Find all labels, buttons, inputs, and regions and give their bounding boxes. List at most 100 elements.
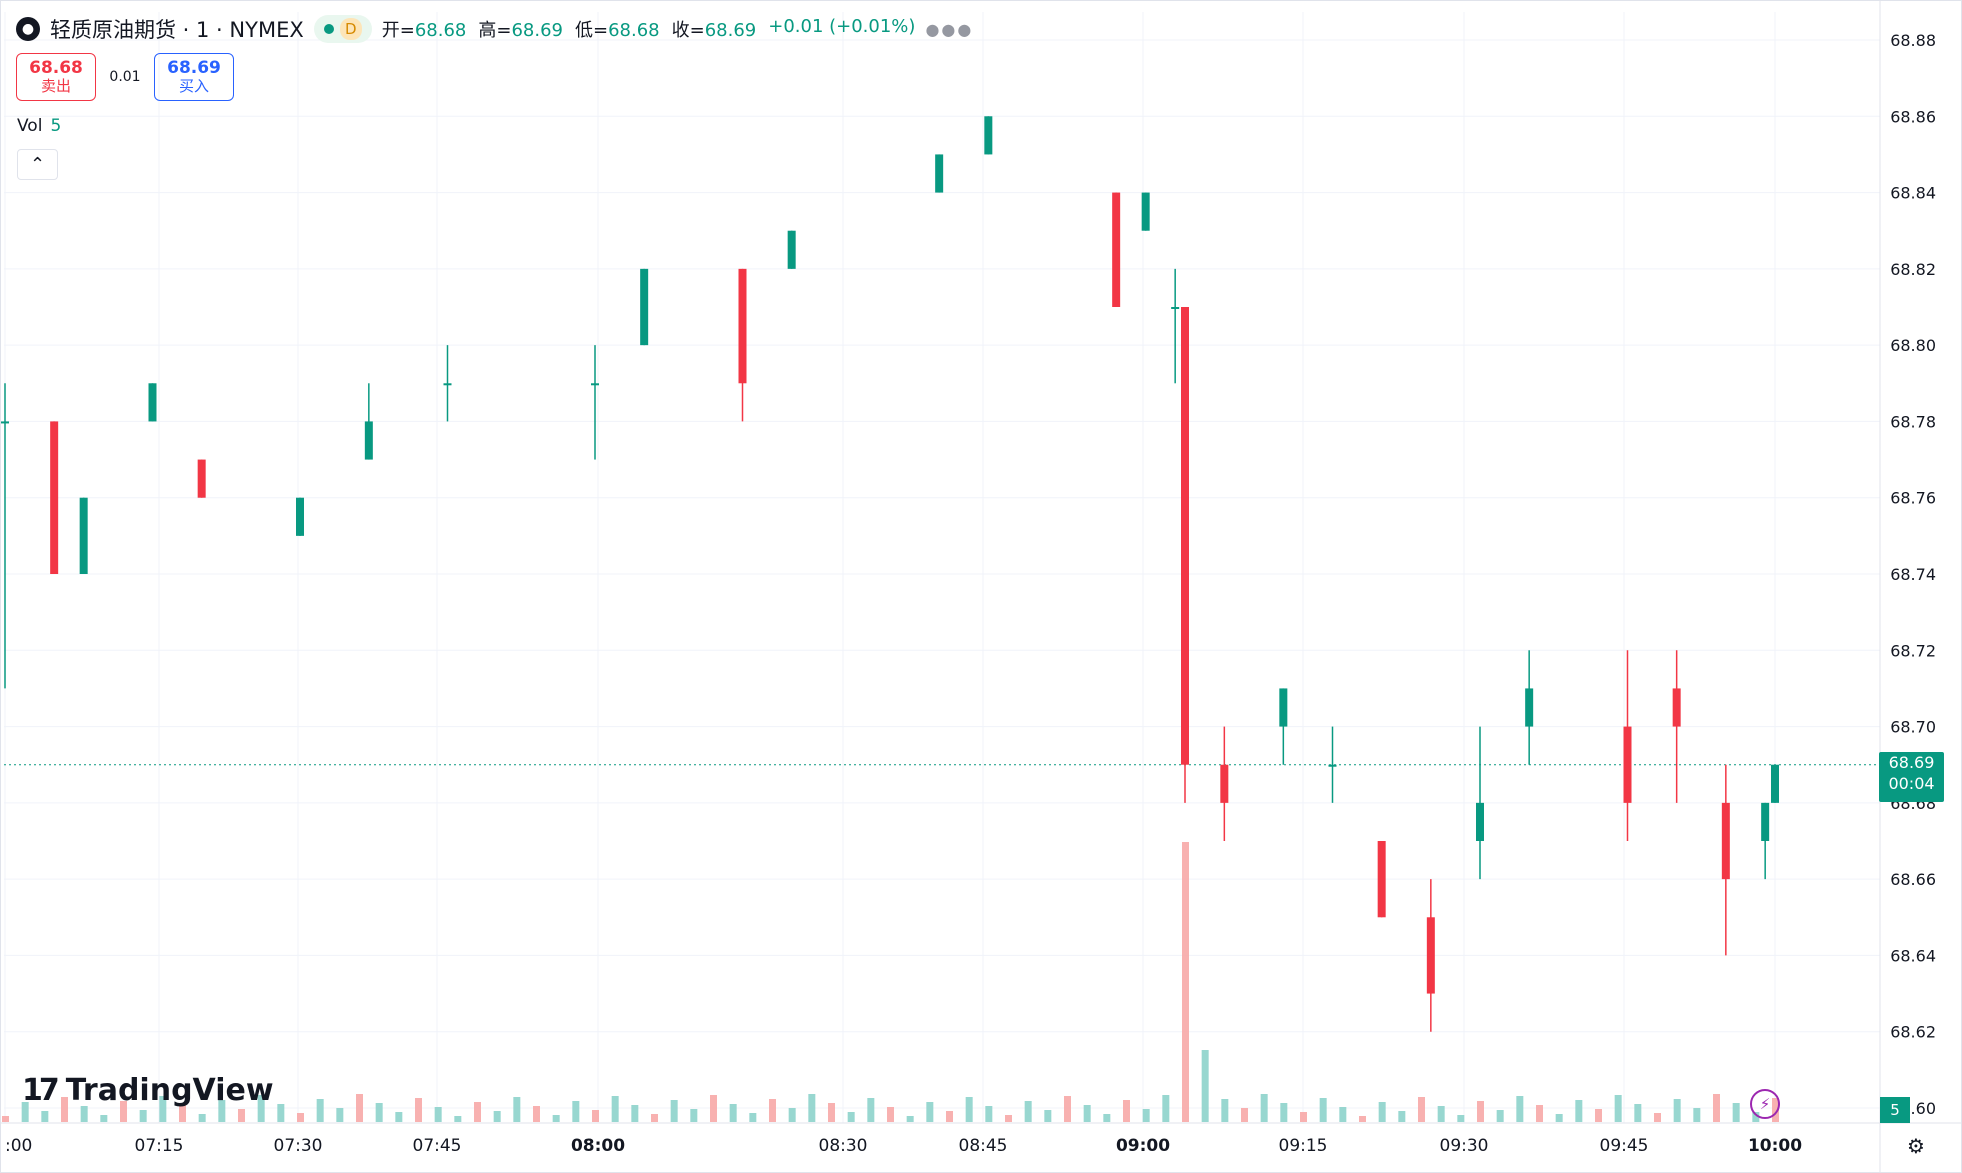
x-tick-label: 08:00	[571, 1136, 625, 1156]
volume-bar	[926, 1102, 934, 1122]
y-tick-label: 68.86	[1890, 107, 1936, 126]
volume-bar	[316, 1099, 324, 1122]
candle-body	[79, 497, 88, 574]
volume-bar	[159, 1096, 167, 1122]
volume-bar	[1300, 1112, 1307, 1122]
volume-bar	[395, 1112, 403, 1122]
volume-bar	[1654, 1113, 1661, 1122]
candle-body	[1377, 841, 1386, 918]
volume-bar	[847, 1112, 855, 1122]
spread-value: 0.01	[109, 69, 141, 85]
volume-bar	[1398, 1111, 1406, 1122]
volume-bar	[1005, 1115, 1012, 1122]
volume-bar	[257, 1095, 265, 1122]
volume-bar	[611, 1096, 619, 1122]
settings-icon[interactable]: ⚙	[1907, 1134, 1925, 1158]
candle-body	[1623, 726, 1632, 803]
volume-bar	[1418, 1097, 1425, 1122]
volume-bar	[1260, 1094, 1268, 1122]
trade-panel: 68.68 卖出 0.01 68.69 买入	[16, 53, 234, 101]
buy-button[interactable]: 68.69 买入	[154, 53, 234, 101]
volume-bar	[887, 1107, 894, 1122]
volume-bar	[1083, 1105, 1091, 1122]
volume-bar	[474, 1102, 481, 1122]
candle-body	[787, 230, 796, 269]
buy-price: 68.69	[167, 58, 221, 78]
candle-body	[1771, 764, 1779, 803]
ohlc-low-label: 低=	[574, 20, 609, 41]
volume-bar	[434, 1107, 442, 1122]
x-tick-label: 07:15	[135, 1136, 184, 1156]
volume-bar	[769, 1099, 776, 1122]
volume-bar	[356, 1094, 363, 1122]
candle-body	[984, 116, 993, 155]
y-tick-label: 68.72	[1890, 641, 1936, 660]
bar-countdown: 00:04	[1888, 774, 1935, 793]
candle-body	[1761, 802, 1770, 841]
volume-bar	[985, 1106, 993, 1122]
candle-body	[738, 268, 747, 384]
volume-bar	[1555, 1114, 1563, 1122]
volume-bar	[1064, 1096, 1071, 1122]
symbol-name[interactable]: 轻质原油期货 · 1 · NYMEX	[50, 18, 304, 42]
volume-bar	[946, 1111, 953, 1122]
volume-bar	[415, 1098, 422, 1122]
volume-label: Vol	[17, 116, 43, 136]
y-tick-label: 68.62	[1890, 1023, 1936, 1042]
volume-bar	[1575, 1100, 1583, 1122]
ohlc-close-label: 收=	[671, 20, 705, 41]
y-tick-label: 68.76	[1890, 489, 1936, 508]
volume-bar	[670, 1100, 678, 1122]
y-tick-label: 68.84	[1890, 184, 1936, 203]
volume-bar	[788, 1108, 796, 1122]
volume-bar	[1595, 1109, 1602, 1122]
volume-bar	[552, 1115, 560, 1122]
volume-bar	[710, 1095, 717, 1122]
ohlc-close-value: 68.69	[704, 20, 757, 41]
branding-text: TradingView	[65, 1073, 274, 1108]
candle-body	[296, 497, 304, 536]
y-tick-label: 68.66	[1890, 870, 1936, 889]
y-tick-label: 68.78	[1890, 412, 1936, 431]
candle-body	[443, 383, 452, 386]
tradingview-logo[interactable]: 17 TradingView	[22, 1073, 274, 1108]
volume-bar	[965, 1097, 973, 1122]
candle-body	[197, 459, 206, 498]
sell-label: 卖出	[40, 77, 71, 95]
volume-bar	[179, 1105, 186, 1122]
volume-bar	[100, 1115, 108, 1122]
lightning-icon[interactable]: ⚡	[1750, 1089, 1780, 1119]
last-price: 68.69	[1888, 753, 1935, 772]
chevron-up-icon[interactable]: ⌃	[17, 149, 58, 180]
volume-bar	[592, 1110, 599, 1122]
candle-body	[640, 268, 649, 346]
volume-bar	[1673, 1099, 1681, 1122]
chart-header: ● 轻质原油期货 · 1 · NYMEX D 开=68.68 高=68.69 低…	[16, 14, 973, 44]
candle-body	[50, 421, 59, 574]
sell-button[interactable]: 68.68 卖出	[16, 53, 96, 101]
y-tick-label: 68.82	[1890, 260, 1936, 279]
x-tick-label: 08:30	[819, 1136, 868, 1156]
candle-body	[1220, 764, 1229, 803]
volume-bar	[1103, 1114, 1111, 1122]
volume-bar	[1732, 1103, 1740, 1122]
volume-legend[interactable]: Vol 5	[17, 116, 61, 136]
session-badge[interactable]: D	[313, 15, 372, 43]
volume-bar	[1201, 1050, 1209, 1122]
ohlc-high-label: 高=	[478, 20, 512, 41]
volume-bar	[277, 1104, 285, 1122]
volume-value: 5	[50, 116, 62, 136]
drop-icon: ●	[16, 17, 40, 41]
ohlc-low-value: 68.68	[608, 20, 660, 41]
volume-bar	[513, 1097, 521, 1122]
volume-bar	[1162, 1095, 1170, 1122]
x-tick-label: 09:45	[1600, 1136, 1649, 1156]
volume-bar	[533, 1106, 540, 1122]
volume-bar	[21, 1102, 29, 1122]
ellipsis-icon[interactable]: ●●●	[925, 19, 974, 39]
volume-bar	[749, 1113, 757, 1122]
volume-bar	[1693, 1108, 1701, 1122]
volume-bar	[1221, 1099, 1229, 1122]
volume-bar	[1516, 1096, 1524, 1122]
